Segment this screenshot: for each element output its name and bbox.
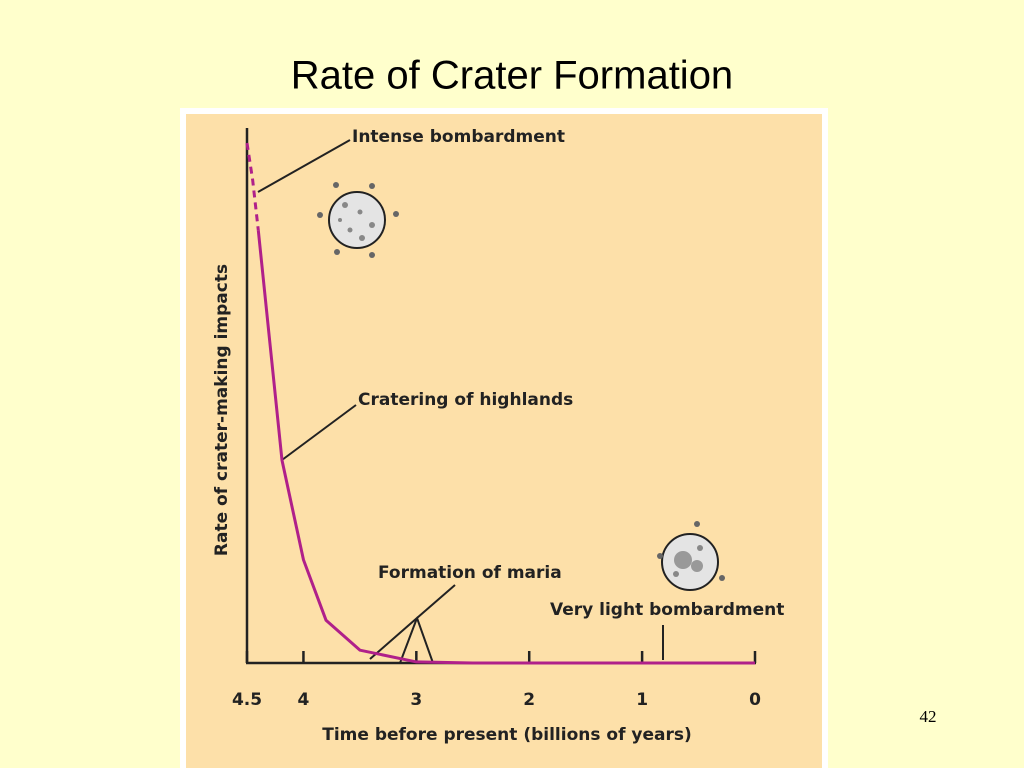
annotation: Formation of maria xyxy=(378,563,562,583)
annotation: Very light bombardment xyxy=(550,600,784,620)
annotation: Intense bombardment xyxy=(352,127,565,147)
leader-line xyxy=(281,404,357,461)
curve xyxy=(256,230,755,665)
leader-line xyxy=(399,617,418,664)
x-tick-label: 4.5 xyxy=(232,690,262,710)
x-tick-label: 4 xyxy=(298,690,310,710)
plot: Time before present (billions of years) … xyxy=(212,127,784,745)
slide-title: Rate of Crater Formation xyxy=(291,54,733,98)
x-tick-label: 3 xyxy=(410,690,422,710)
y-axis-label: Rate of crater-making impacts xyxy=(212,264,232,556)
figure-panel xyxy=(186,114,822,768)
x-tick-label: 0 xyxy=(749,690,761,710)
x-axis-label: Time before present (billions of years) xyxy=(322,725,691,745)
page-number: 42 xyxy=(920,707,937,726)
leader-line xyxy=(416,584,456,619)
x-tick-label: 1 xyxy=(636,690,648,710)
leader-line xyxy=(257,139,351,193)
x-tick-label: 2 xyxy=(523,690,535,710)
curve xyxy=(245,142,260,231)
moon-icon xyxy=(657,521,725,591)
moon-icon xyxy=(317,182,399,258)
annotation: Cratering of highlands xyxy=(358,390,573,410)
